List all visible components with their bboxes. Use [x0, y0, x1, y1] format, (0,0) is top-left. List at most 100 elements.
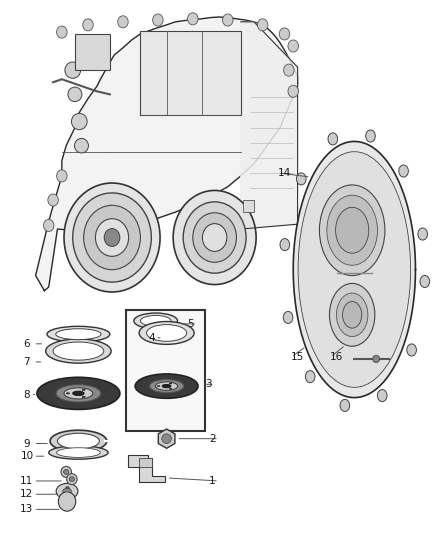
Ellipse shape [373, 356, 380, 362]
Ellipse shape [187, 13, 198, 25]
Ellipse shape [183, 202, 246, 273]
Text: 4: 4 [148, 333, 155, 343]
Text: 9: 9 [24, 439, 30, 448]
Ellipse shape [118, 16, 128, 28]
Ellipse shape [69, 477, 74, 481]
Ellipse shape [73, 193, 151, 282]
Text: 3: 3 [205, 379, 212, 389]
Ellipse shape [202, 224, 227, 252]
Ellipse shape [57, 26, 67, 38]
Polygon shape [128, 455, 165, 482]
Ellipse shape [147, 325, 187, 341]
Ellipse shape [279, 28, 290, 40]
Bar [126, 310, 205, 431]
Ellipse shape [366, 130, 375, 142]
Text: 10: 10 [20, 451, 33, 461]
Ellipse shape [258, 19, 268, 31]
Bar [141, 31, 241, 116]
Ellipse shape [74, 139, 88, 153]
Ellipse shape [53, 342, 104, 360]
Ellipse shape [141, 316, 171, 326]
Ellipse shape [170, 383, 172, 384]
Ellipse shape [67, 393, 70, 394]
Ellipse shape [61, 466, 71, 478]
Text: 1: 1 [209, 476, 216, 486]
Ellipse shape [50, 430, 107, 452]
Polygon shape [35, 17, 297, 290]
Bar [139, 458, 152, 467]
Ellipse shape [328, 133, 338, 145]
Ellipse shape [84, 205, 141, 270]
Ellipse shape [162, 434, 171, 443]
Ellipse shape [49, 446, 108, 459]
Ellipse shape [297, 173, 306, 185]
Ellipse shape [280, 239, 290, 251]
Ellipse shape [57, 433, 99, 449]
Ellipse shape [67, 474, 77, 484]
Ellipse shape [420, 276, 430, 287]
Ellipse shape [48, 194, 58, 206]
Ellipse shape [336, 293, 368, 336]
Ellipse shape [43, 220, 54, 231]
Ellipse shape [64, 183, 160, 292]
Ellipse shape [149, 379, 184, 393]
Ellipse shape [68, 87, 82, 102]
Ellipse shape [95, 219, 129, 256]
Text: 6: 6 [24, 339, 30, 349]
Ellipse shape [63, 488, 71, 494]
Ellipse shape [64, 388, 93, 399]
Bar [243, 200, 254, 212]
Ellipse shape [283, 311, 293, 324]
Ellipse shape [47, 326, 110, 342]
Ellipse shape [73, 391, 84, 395]
Text: 11: 11 [20, 476, 34, 486]
Ellipse shape [298, 152, 410, 387]
Ellipse shape [340, 399, 350, 411]
Text: 16: 16 [330, 352, 343, 362]
Ellipse shape [407, 344, 417, 356]
Ellipse shape [288, 85, 298, 98]
Ellipse shape [336, 207, 369, 253]
Ellipse shape [56, 385, 101, 402]
Ellipse shape [46, 339, 111, 363]
Ellipse shape [193, 213, 237, 262]
Text: 2: 2 [209, 434, 216, 443]
Ellipse shape [82, 389, 85, 391]
Text: 15: 15 [291, 352, 304, 362]
Ellipse shape [327, 195, 378, 265]
Ellipse shape [83, 19, 93, 31]
Ellipse shape [37, 377, 120, 409]
Ellipse shape [56, 483, 78, 499]
Ellipse shape [104, 229, 120, 246]
Ellipse shape [378, 390, 387, 402]
Ellipse shape [418, 228, 427, 240]
Bar [75, 34, 110, 70]
Ellipse shape [71, 114, 87, 130]
Polygon shape [158, 429, 175, 448]
Text: 5: 5 [187, 319, 194, 329]
Text: 14: 14 [278, 168, 291, 178]
Text: 13: 13 [20, 504, 34, 514]
Ellipse shape [135, 374, 198, 398]
Ellipse shape [82, 396, 85, 398]
Ellipse shape [162, 384, 171, 388]
Ellipse shape [173, 190, 256, 285]
Ellipse shape [57, 170, 67, 182]
Ellipse shape [284, 64, 294, 76]
Ellipse shape [64, 470, 69, 474]
Text: 12: 12 [20, 489, 34, 499]
Ellipse shape [288, 40, 298, 52]
Ellipse shape [343, 302, 362, 328]
Text: 8: 8 [24, 390, 30, 400]
Ellipse shape [155, 382, 178, 390]
Ellipse shape [134, 313, 177, 329]
Ellipse shape [223, 14, 233, 26]
Ellipse shape [399, 165, 408, 177]
Polygon shape [241, 22, 297, 229]
Ellipse shape [56, 329, 101, 340]
Ellipse shape [58, 492, 76, 511]
Polygon shape [293, 141, 416, 398]
Ellipse shape [305, 370, 315, 383]
Ellipse shape [57, 448, 100, 457]
Ellipse shape [65, 62, 81, 78]
